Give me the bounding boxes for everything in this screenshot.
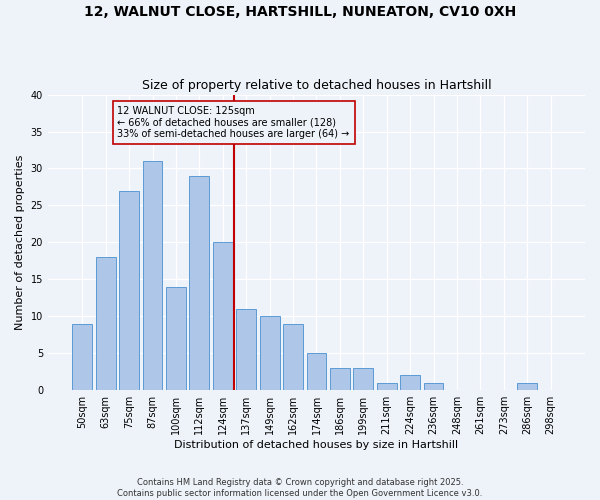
Bar <box>190 176 209 390</box>
Text: Contains HM Land Registry data © Crown copyright and database right 2025.
Contai: Contains HM Land Registry data © Crown c… <box>118 478 482 498</box>
Bar <box>283 324 303 390</box>
Bar <box>236 309 256 390</box>
Bar <box>307 354 326 390</box>
Bar <box>424 383 443 390</box>
Bar <box>143 161 163 390</box>
Bar <box>119 190 139 390</box>
X-axis label: Distribution of detached houses by size in Hartshill: Distribution of detached houses by size … <box>175 440 458 450</box>
Bar <box>517 383 537 390</box>
Text: 12, WALNUT CLOSE, HARTSHILL, NUNEATON, CV10 0XH: 12, WALNUT CLOSE, HARTSHILL, NUNEATON, C… <box>84 5 516 19</box>
Bar <box>377 383 397 390</box>
Bar <box>260 316 280 390</box>
Bar <box>73 324 92 390</box>
Title: Size of property relative to detached houses in Hartshill: Size of property relative to detached ho… <box>142 79 491 92</box>
Bar <box>96 257 116 390</box>
Bar <box>353 368 373 390</box>
Bar <box>400 376 420 390</box>
Y-axis label: Number of detached properties: Number of detached properties <box>15 154 25 330</box>
Bar <box>330 368 350 390</box>
Text: 12 WALNUT CLOSE: 125sqm
← 66% of detached houses are smaller (128)
33% of semi-d: 12 WALNUT CLOSE: 125sqm ← 66% of detache… <box>118 106 350 139</box>
Bar <box>213 242 233 390</box>
Bar <box>166 286 186 390</box>
